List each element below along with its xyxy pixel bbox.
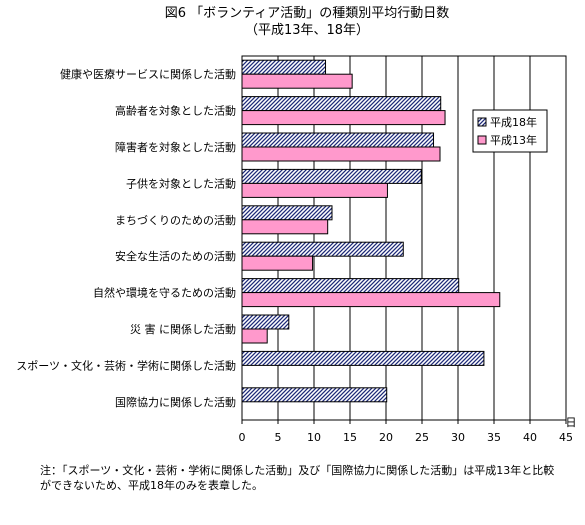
plot-border <box>241 55 567 421</box>
x-tick-label: 35 <box>487 431 501 444</box>
category-label: 自然や環境を守るための活動 <box>93 286 236 300</box>
category-label: 災 害 に関係した活動 <box>130 322 236 336</box>
x-tick-label: 25 <box>415 431 429 444</box>
bar-h18 <box>241 205 333 221</box>
category-label: 安全な生活のための活動 <box>115 249 236 263</box>
x-tick-label: 0 <box>239 431 246 444</box>
chart-subtitle: （平成13年、18年） <box>245 23 369 38</box>
bar-h13 <box>241 219 329 235</box>
x-tick-label: 5 <box>275 431 282 444</box>
bars <box>241 59 501 403</box>
legend-label: 平成13年 <box>490 133 537 147</box>
legend-swatch <box>477 117 487 127</box>
bar-h18 <box>241 314 290 330</box>
bar-h13 <box>241 255 314 271</box>
bar-h13 <box>241 73 353 89</box>
bar-h13 <box>241 328 268 344</box>
category-label: 国際協力に関係した活動 <box>115 395 236 409</box>
x-tick-label: 15 <box>343 431 357 444</box>
category-label: 高齢者を対象とした活動 <box>115 104 236 118</box>
unit-label: 日 <box>566 416 577 429</box>
bar-h18 <box>241 241 404 257</box>
legend-label: 平成18年 <box>490 115 537 129</box>
bar-h18 <box>241 59 327 75</box>
bar-h18 <box>241 350 485 366</box>
bar-h18 <box>241 168 422 184</box>
legend-swatch <box>477 135 487 145</box>
bar-h18 <box>241 278 460 294</box>
x-tick-label: 45 <box>559 431 573 444</box>
x-tick-label: 30 <box>451 431 465 444</box>
category-label: 子供を対象とした活動 <box>126 176 236 190</box>
category-label: 障害者を対象とした活動 <box>115 140 236 154</box>
bar-h13 <box>241 110 446 126</box>
chart-title: 図6 「ボランティア活動」の種類別平均行動日数 <box>165 5 450 21</box>
bar-h18 <box>241 387 388 403</box>
bar-h18 <box>241 132 435 148</box>
x-tick-label: 20 <box>379 431 393 444</box>
x-tick-label: 10 <box>307 431 321 444</box>
legend-box <box>472 109 548 153</box>
category-label: まちづくりのための活動 <box>115 213 236 227</box>
category-label: スポーツ・文化・芸術・学術に関係した活動 <box>16 358 236 372</box>
footnote: 注：「スポーツ・文化・芸術・学術に関係した活動」及び「国際協力に関係した活動」は… <box>40 464 555 492</box>
bar-h13 <box>241 146 441 162</box>
x-tick-label: 40 <box>523 431 537 444</box>
category-labels: 健康や医療サービスに関係した活動高齢者を対象とした活動障害者を対象とした活動子供… <box>16 67 236 409</box>
category-label: 健康や医療サービスに関係した活動 <box>60 67 236 81</box>
bar-h13 <box>241 292 501 308</box>
bar-h13 <box>241 182 388 198</box>
bar-h18 <box>241 96 442 112</box>
tick-labels: 0 5 10 15 20 25 30 35 40 45 <box>239 431 574 444</box>
